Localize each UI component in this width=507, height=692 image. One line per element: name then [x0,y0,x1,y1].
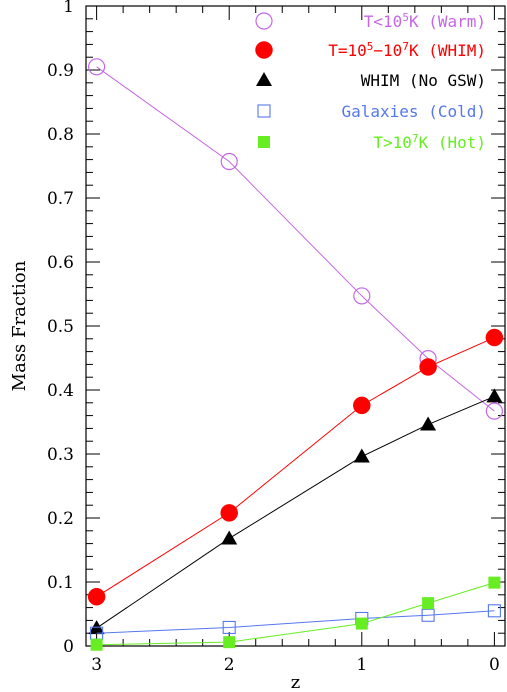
legend-label-whim_nogsw: WHIM (No GSW) [361,71,486,90]
series-line-whim [96,337,495,598]
legend-marker-hot [258,136,270,148]
data-point-whim_nogsw [420,416,437,431]
y-tick-label: 1 [63,0,74,17]
series-line-galaxies [96,610,495,634]
legend-label-hot: T>107K (Hot) [373,132,486,152]
data-point-warm [88,58,106,76]
data-point-hot [90,638,103,651]
legend-label-part: K (WHIM) [409,41,486,60]
y-tick-label: 0.7 [47,189,74,209]
data-point-galaxies [222,620,236,634]
legend-label-part: K (Hot) [419,133,486,152]
x-tick-label: 0 [489,655,500,675]
legend-label-part: Galaxies (Cold) [342,102,487,121]
y-tick-label: 0 [63,637,74,657]
data-point-whim [419,358,437,376]
legend-label-part: WHIM (No GSW) [361,71,486,90]
x-tick-label: 3 [91,655,102,675]
data-point-whim_nogsw [486,388,503,403]
legend-label-part: K (Warm) [409,12,486,31]
data-point-whim_nogsw [221,530,238,545]
legend-marker-warm [255,12,273,30]
legend-label-part: 7 [402,40,409,53]
y-tick-label: 0.9 [47,61,74,81]
data-point-whim [87,587,106,606]
x-tick-label: 2 [224,655,235,675]
legend-label-part: 5 [367,40,374,53]
data-point-warm [485,402,503,420]
data-point-whim_nogsw [353,448,370,463]
legend-marker-whim [255,41,273,59]
y-tick-label: 0.8 [47,125,74,145]
y-tick-label: 0.3 [47,445,74,465]
series-line-warm [96,66,495,412]
legend-label-galaxies: Galaxies (Cold) [342,102,487,121]
x-axis-label: z [291,672,300,692]
data-point-hot [223,636,236,649]
x-tick-label: 1 [356,655,367,675]
y-tick-label: 0.4 [47,381,74,401]
legend-label-part: T>10 [373,133,412,152]
data-point-whim [220,504,238,522]
y-tick-label: 0.6 [47,253,74,273]
legend-marker-whim_nogsw [256,72,272,86]
y-tick-label: 0.2 [47,509,74,529]
data-point-hot [422,597,435,610]
data-point-whim [353,396,371,415]
series-line-whim_nogsw [96,395,495,629]
legend-label-whim: T=105−107K (WHIM) [328,40,486,60]
data-point-galaxies [487,604,501,618]
legend-label-warm: T<105K (Warm) [364,11,486,31]
y-tick-label: 0.5 [47,317,74,337]
legend-marker-galaxies [257,104,271,118]
y-tick-label: 0.1 [47,573,74,593]
legend-label-part: 7 [412,132,419,145]
data-point-hot [488,576,501,589]
legend-label-part: 5 [402,11,409,24]
data-point-galaxies [421,608,435,622]
legend-label-part: −10 [373,41,402,60]
legend-label-part: T<10 [364,12,403,31]
legend-label-part: T=10 [328,41,367,60]
data-point-whim [485,328,504,347]
data-point-warm [353,287,371,305]
series-line-hot [96,582,495,646]
data-point-hot [355,617,368,630]
y-axis-label: Mass Fraction [9,260,30,391]
data-point-warm [220,152,238,171]
